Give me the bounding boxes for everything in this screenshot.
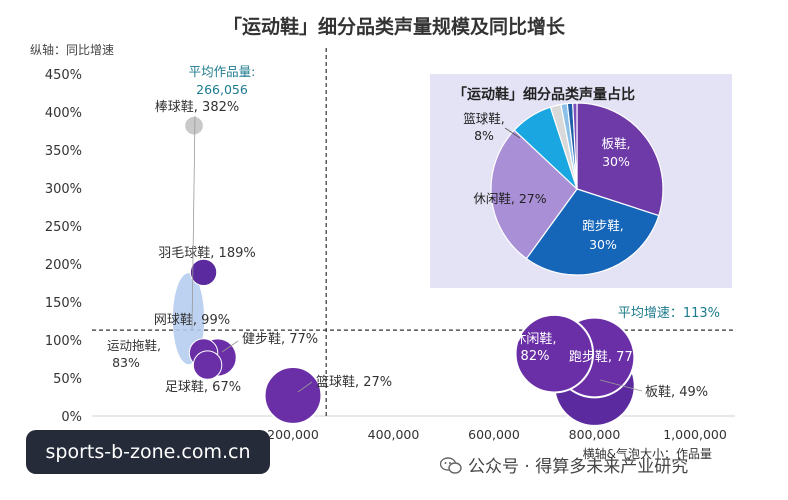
bubble-label: 棒球鞋, 382% bbox=[155, 99, 239, 115]
chart-title: 「运动鞋」细分品类声量规模及同比增长 bbox=[222, 16, 565, 38]
pie-slice-跑步鞋 bbox=[525, 188, 660, 276]
avg-y-label: 平均增速：113% bbox=[618, 306, 720, 321]
x-axis-label: 横轴&气泡大小：作品量 bbox=[583, 446, 712, 461]
bubble-篮球鞋 bbox=[263, 366, 323, 425]
bubble-label: 足球鞋, 67% bbox=[165, 379, 241, 395]
bubble-label: 83% bbox=[112, 355, 140, 370]
bubble-label: 82% bbox=[521, 349, 550, 364]
x-tick-label: 800,000 bbox=[569, 427, 621, 442]
bubble-足球鞋 bbox=[192, 350, 223, 380]
bubble-羽毛球鞋 bbox=[189, 258, 218, 287]
x-tick-label: 600,000 bbox=[468, 427, 520, 442]
account-watermark: 公众号 · 得算多未来产业研究 bbox=[440, 452, 780, 482]
x-tick-label: 1,000,000 bbox=[663, 427, 727, 442]
pie-label-name: 跑步鞋, bbox=[582, 218, 623, 233]
pie-label-value: 休闲鞋, 27% bbox=[473, 191, 546, 206]
leader-line bbox=[297, 381, 313, 393]
pie-leader-line bbox=[504, 127, 521, 139]
avg-x-label: 平均作品量: bbox=[189, 64, 256, 79]
y-tick-label: 100% bbox=[45, 334, 82, 349]
pie-slice-休闲鞋 bbox=[490, 129, 578, 260]
avg-x-value: 266,056 bbox=[196, 82, 248, 97]
y-tick-label: 450% bbox=[45, 68, 82, 83]
labels-group: 棒球鞋, 382%羽毛球鞋, 189%网球鞋, 99%运动拖鞋,83%健步鞋, … bbox=[107, 99, 708, 400]
bubble-label: 篮球鞋, 27% bbox=[316, 374, 392, 390]
pie-label-value: 30% bbox=[589, 237, 617, 252]
y-tick-label: 250% bbox=[45, 220, 82, 235]
bubble-休闲鞋 bbox=[514, 313, 595, 394]
y-tick-label: 200% bbox=[45, 258, 82, 273]
x-tick-label: 200,000 bbox=[267, 427, 319, 442]
y-tick-label: 50% bbox=[53, 372, 82, 387]
y-tick-label: 300% bbox=[45, 182, 82, 197]
pie-label-value: 8% bbox=[474, 128, 494, 143]
bubbles-group bbox=[172, 115, 636, 427]
bubble-label: 板鞋, 49% bbox=[645, 384, 708, 400]
bubble-棒球鞋 bbox=[184, 115, 204, 136]
pie-title: 「运动鞋」细分品类声量占比 bbox=[453, 86, 635, 103]
bubble-label: 羽毛球鞋, 189% bbox=[158, 245, 255, 261]
pie-label-name: 篮球鞋, bbox=[463, 111, 504, 126]
pie-slice-其他4 bbox=[572, 102, 578, 190]
bubble-label: 健步鞋, 77% bbox=[242, 331, 318, 347]
bubble-label: 跑步鞋, 77% bbox=[569, 349, 645, 365]
y-tick-label: 350% bbox=[45, 144, 82, 159]
x-tick-label: 400,000 bbox=[368, 427, 420, 442]
pie-label-name: 板鞋, bbox=[602, 136, 631, 151]
y-tick-label: 400% bbox=[45, 106, 82, 121]
wechat-icon bbox=[440, 457, 462, 474]
y-axis-label: 纵轴：同比增速 bbox=[30, 42, 114, 57]
y-tick-label: 150% bbox=[45, 296, 82, 311]
leader-line bbox=[191, 115, 196, 331]
site-watermark: sports-b-zone.com.cn bbox=[26, 430, 270, 474]
y-tick-label: 0% bbox=[61, 410, 82, 425]
pie-label-value: 30% bbox=[602, 154, 630, 169]
bubble-label: 运动拖鞋, bbox=[107, 338, 161, 353]
leader-line bbox=[599, 379, 643, 392]
leader-line bbox=[221, 340, 239, 353]
bubble-label: 休闲鞋, bbox=[513, 331, 556, 347]
account-text: 公众号 · 得算多未来产业研究 bbox=[468, 457, 689, 477]
pie-slice-板鞋 bbox=[576, 102, 664, 217]
